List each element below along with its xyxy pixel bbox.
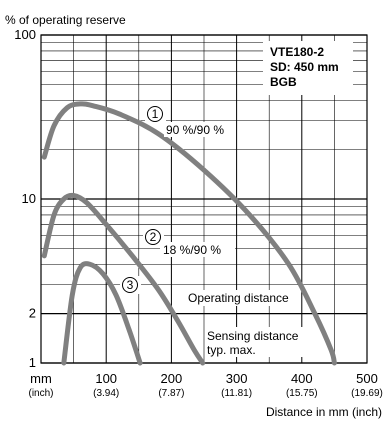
info-sd: SD: 450 mm	[270, 60, 339, 74]
series-2-label-bg	[160, 242, 235, 257]
series-1-label-bg	[164, 122, 230, 137]
x-tick-label: 200	[161, 371, 183, 386]
series-2-marker: 2	[150, 230, 157, 244]
info-model: VTE180-2	[270, 45, 324, 59]
y-tick-label: 10	[22, 191, 36, 206]
info-box	[263, 41, 353, 95]
operating-distance-label: Operating distance	[188, 291, 289, 305]
series-3-marker-circle	[122, 277, 138, 293]
info-bgb: BGB	[270, 75, 297, 89]
y-tick-label: 2	[29, 306, 36, 321]
x-tick-sublabel: (19.69)	[351, 388, 383, 399]
x-tick-label: 300	[226, 371, 248, 386]
series-3-marker: 3	[127, 278, 134, 292]
x-tick-sublabel: (7.87)	[158, 388, 184, 399]
sensing-label-bg	[205, 327, 317, 357]
x-axis-label: Distance in mm (inch)	[266, 405, 382, 419]
y-axis-label: % of operating reserve	[5, 13, 126, 27]
series-layer	[41, 101, 337, 366]
sensing-distance-label: Sensing distance	[207, 329, 299, 343]
tick-labels: 100 10 2 1 100 (3.94) 200 (7.87) 300 (11.81) 400 (1…	[14, 27, 383, 399]
x-unit-main: mm	[30, 371, 52, 386]
series-1-marker: 1	[152, 107, 159, 121]
x-tick-label: 500	[356, 371, 378, 386]
x-tick-label: 100	[95, 371, 117, 386]
x-unit-sub: (inch)	[28, 388, 53, 399]
series-2-label: 18 %/90 %	[163, 243, 221, 257]
series-1-marker-circle	[147, 106, 163, 122]
series-1-label: 90 %/90 %	[166, 123, 224, 137]
series-2-marker-circle	[145, 229, 161, 245]
series-curve-2	[41, 192, 206, 366]
series-curve-3	[61, 261, 143, 366]
x-tick-sublabel: (3.94)	[93, 388, 119, 399]
sensing-typmax-label: typ. max.	[207, 343, 256, 357]
x-tick-sublabel: (11.81)	[221, 388, 252, 399]
x-tick-label: 400	[291, 371, 313, 386]
x-tick-sublabel: (15.75)	[286, 388, 318, 399]
series-curve-1	[41, 101, 337, 366]
y-tick-label: 100	[14, 27, 36, 42]
y-tick-label: 1	[29, 355, 36, 370]
operating-label-bg	[185, 290, 300, 306]
